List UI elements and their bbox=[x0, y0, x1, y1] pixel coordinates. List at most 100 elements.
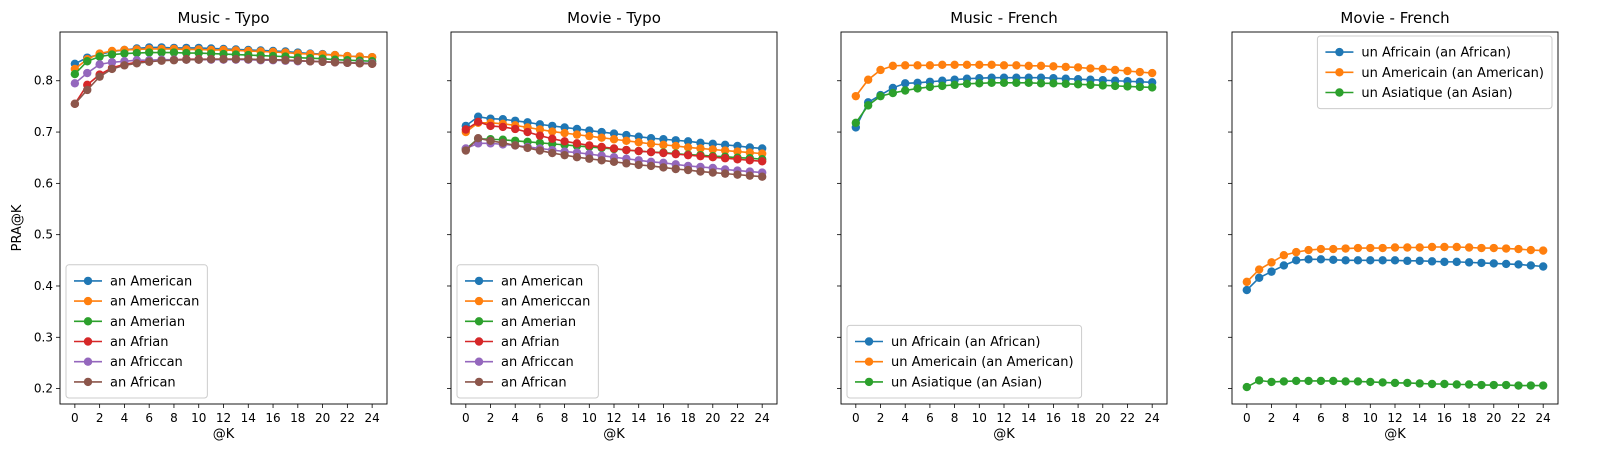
x-axis-label: @K bbox=[603, 427, 625, 442]
data-point bbox=[634, 138, 643, 147]
data-point bbox=[70, 99, 80, 109]
data-point bbox=[597, 133, 606, 142]
legend-swatch-marker bbox=[83, 357, 93, 366]
x-axis-label: @K bbox=[1384, 427, 1406, 442]
data-point bbox=[1440, 242, 1449, 252]
data-point bbox=[157, 48, 166, 57]
data-point bbox=[1366, 243, 1375, 253]
legend-box bbox=[456, 264, 599, 399]
data-point bbox=[1464, 380, 1474, 389]
data-point bbox=[1390, 256, 1400, 265]
data-point bbox=[511, 141, 520, 150]
data-point bbox=[585, 154, 594, 163]
data-point bbox=[107, 50, 117, 59]
data-point bbox=[634, 146, 643, 156]
x-tick-label: 6 bbox=[145, 411, 153, 425]
data-point bbox=[1489, 259, 1498, 268]
data-point bbox=[1415, 243, 1424, 252]
data-point bbox=[646, 161, 656, 171]
data-point bbox=[1427, 257, 1437, 266]
data-point bbox=[486, 121, 495, 131]
data-point bbox=[925, 61, 935, 70]
data-point bbox=[1135, 67, 1145, 77]
subplot-title: Music - French bbox=[950, 9, 1058, 27]
x-tick-label: 4 bbox=[1292, 411, 1300, 425]
data-point bbox=[1341, 377, 1350, 386]
data-point bbox=[708, 152, 717, 162]
data-point bbox=[1440, 379, 1449, 389]
data-point bbox=[1538, 262, 1548, 271]
data-point bbox=[950, 60, 959, 70]
data-point bbox=[597, 156, 606, 165]
data-point bbox=[851, 118, 861, 128]
data-point bbox=[1415, 379, 1424, 388]
x-tick-label: 18 bbox=[290, 411, 305, 425]
x-tick-label: 12 bbox=[216, 411, 231, 425]
data-point bbox=[1098, 81, 1107, 90]
data-point bbox=[1316, 255, 1326, 264]
series-an-african bbox=[70, 54, 377, 109]
data-point bbox=[120, 61, 129, 70]
data-point bbox=[1086, 80, 1095, 90]
plot-frame bbox=[840, 31, 1168, 405]
data-point bbox=[70, 79, 80, 88]
data-point bbox=[1073, 63, 1083, 72]
data-point bbox=[548, 134, 557, 143]
x-tick-label: 14 bbox=[241, 411, 256, 425]
legend-swatch-marker bbox=[83, 337, 93, 346]
legend-swatch-marker bbox=[864, 357, 874, 366]
data-point bbox=[863, 101, 873, 110]
data-point bbox=[1353, 243, 1363, 253]
data-point bbox=[876, 65, 885, 75]
x-tick-label: 16 bbox=[1046, 411, 1061, 425]
data-point bbox=[1292, 256, 1301, 265]
data-point bbox=[634, 160, 643, 170]
data-point bbox=[757, 172, 767, 181]
data-point bbox=[1098, 64, 1107, 74]
legend-label: an Afrian bbox=[501, 335, 560, 350]
data-point bbox=[975, 79, 984, 88]
data-point bbox=[572, 130, 582, 139]
legend-label: an Americcan bbox=[501, 295, 590, 310]
data-point bbox=[671, 164, 680, 174]
legend-swatch-marker bbox=[83, 377, 93, 387]
data-point bbox=[1279, 261, 1289, 270]
x-tick-label: 8 bbox=[170, 411, 178, 425]
data-point bbox=[523, 127, 532, 137]
x-tick-label: 24 bbox=[755, 411, 770, 425]
data-point bbox=[1477, 380, 1486, 390]
data-point bbox=[1378, 256, 1387, 265]
data-point bbox=[1304, 376, 1313, 386]
data-point bbox=[1526, 261, 1536, 270]
legend-label: an Amerian bbox=[110, 315, 185, 330]
data-point bbox=[169, 48, 179, 57]
data-point bbox=[1036, 61, 1046, 71]
data-point bbox=[95, 72, 104, 81]
data-point bbox=[696, 144, 705, 153]
series-line bbox=[74, 58, 373, 105]
data-point bbox=[671, 149, 680, 159]
data-point bbox=[1279, 251, 1289, 260]
x-tick-label: 2 bbox=[487, 411, 495, 425]
data-point bbox=[1061, 62, 1070, 72]
data-point bbox=[1073, 80, 1083, 89]
data-point bbox=[622, 159, 631, 168]
x-tick-label: 6 bbox=[926, 411, 934, 425]
data-point bbox=[560, 150, 569, 160]
data-point bbox=[1316, 376, 1326, 386]
data-point bbox=[306, 57, 315, 66]
data-point bbox=[182, 55, 191, 64]
legend-label: un Africain (an African) bbox=[891, 335, 1040, 350]
data-point bbox=[83, 68, 92, 78]
legend: an American an Americcan an Amerian an Afri… bbox=[65, 264, 208, 399]
data-point bbox=[367, 59, 377, 69]
series-line bbox=[855, 82, 1153, 124]
data-point bbox=[1538, 381, 1548, 390]
x-axis-label: @K bbox=[993, 427, 1015, 442]
data-point bbox=[535, 125, 545, 134]
data-point bbox=[572, 152, 582, 162]
subplot-title: Movie - French bbox=[1340, 9, 1449, 27]
legend-label: an American bbox=[501, 274, 583, 289]
data-point bbox=[523, 143, 532, 153]
